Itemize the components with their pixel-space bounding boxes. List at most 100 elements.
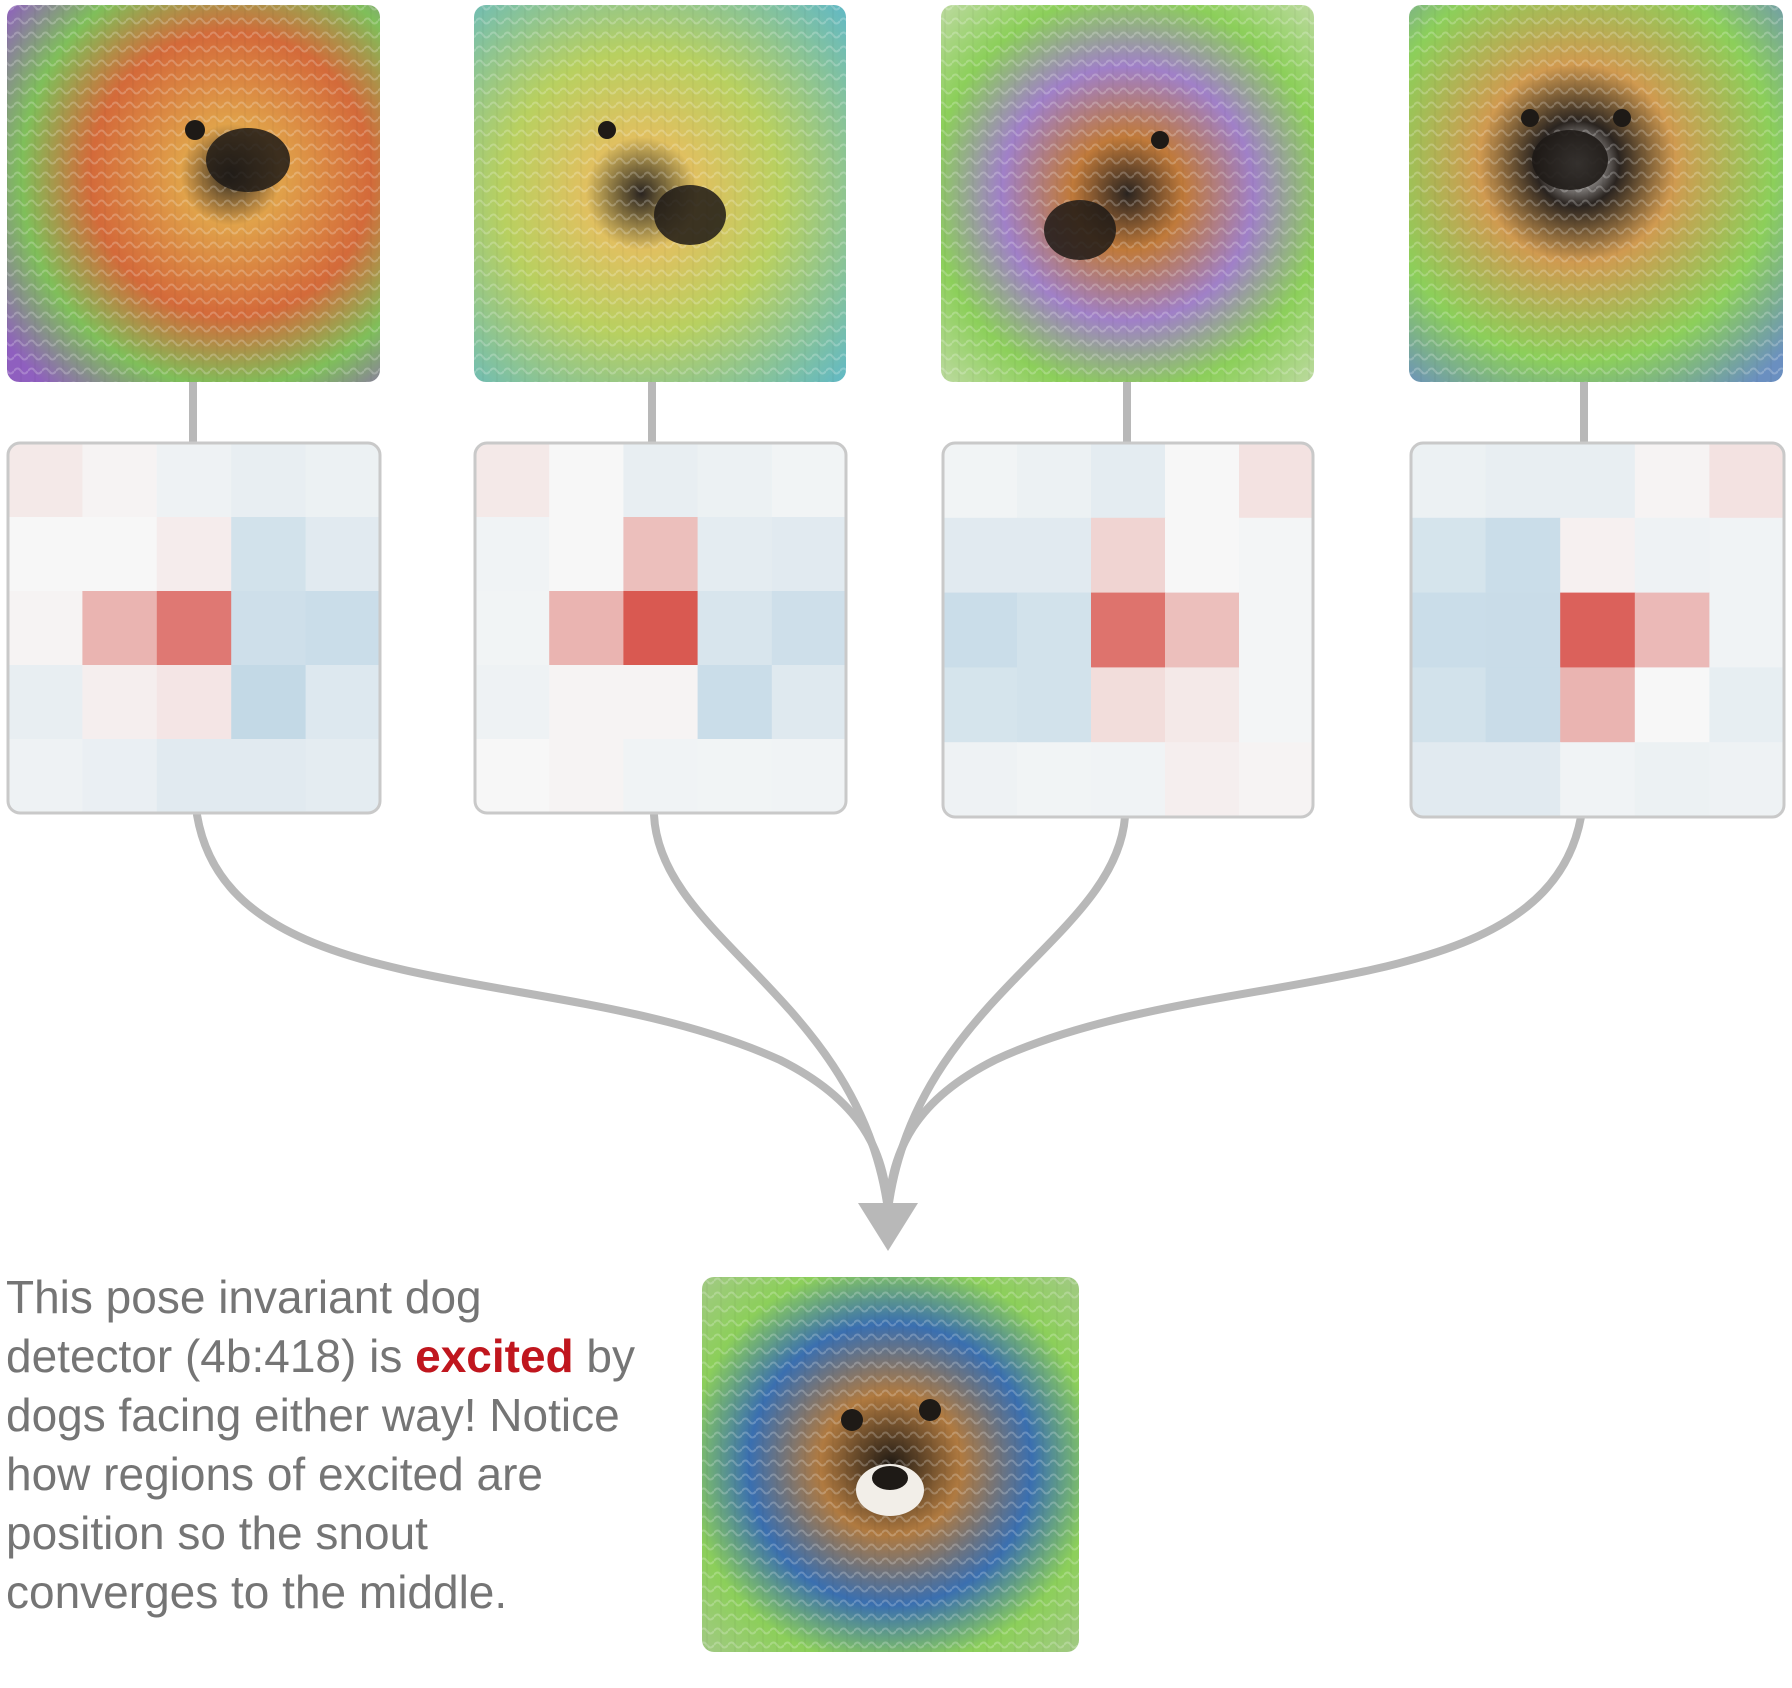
caption-emphasis: excited: [415, 1330, 574, 1382]
activation-heatmap-0: [6, 441, 382, 815]
dog-eye-icon: [598, 121, 616, 139]
heatmap-cell: [943, 443, 1018, 519]
heatmap-cell: [1091, 592, 1166, 668]
heatmap-cell: [771, 739, 846, 813]
heatmap-cell: [1634, 443, 1710, 519]
heatmap-cell: [156, 739, 232, 813]
heatmap-cell: [697, 665, 773, 740]
heatmap-cell: [1634, 592, 1710, 668]
heatmap-cell: [1411, 742, 1487, 817]
heatmap-cell: [475, 517, 550, 592]
heatmap-cell: [1709, 667, 1784, 743]
feature-visualization-0: [7, 5, 380, 382]
heatmap-cell: [156, 517, 232, 592]
heatmap-cell: [82, 739, 158, 813]
heatmap-cell: [1091, 517, 1166, 594]
heatmap-cell: [305, 591, 380, 666]
heatmap-cell: [475, 443, 550, 518]
activation-heatmap-1: [473, 441, 848, 815]
dog-eye-icon: [1151, 131, 1169, 149]
heatmap-cell: [549, 739, 624, 813]
heatmap-cell: [1485, 742, 1561, 817]
heatmap-cell: [1165, 667, 1240, 743]
dog-eye-icon: [1521, 109, 1539, 127]
heatmap-cell: [475, 591, 550, 666]
converging-curve: [650, 811, 892, 1214]
heatmap-cell: [1560, 667, 1636, 743]
heatmap-cell: [1560, 443, 1636, 519]
heatmap-cell: [82, 443, 158, 518]
heatmap-cell: [1165, 443, 1240, 519]
heatmap-cell: [1017, 592, 1092, 668]
heatmap-cell: [1239, 667, 1313, 743]
heatmap-cell: [771, 591, 846, 666]
heatmap-cell: [771, 517, 846, 592]
heatmap-cell: [82, 665, 158, 740]
dog-snout-icon: [206, 128, 290, 192]
heatmap-cell: [943, 742, 1018, 817]
heatmap-cell: [1485, 517, 1561, 594]
heatmap-cell: [549, 517, 624, 592]
heatmap-cell: [943, 517, 1018, 594]
heatmap-cell: [623, 665, 699, 740]
heatmap-cell: [697, 443, 773, 518]
heatmap-cell: [305, 665, 380, 740]
caption-text-start: This pose invariant dog detector (4b:418…: [6, 1271, 482, 1382]
heatmap-cell: [231, 517, 307, 592]
image-to-heatmap-connectors: [189, 382, 1588, 443]
feature-visualization-3: [1409, 5, 1783, 382]
heatmap-cell: [156, 665, 232, 740]
dog-snout-icon: [1044, 200, 1116, 260]
heatmap-cell: [1485, 667, 1561, 743]
heatmap-cell: [1239, 592, 1313, 668]
heatmap-cell: [156, 443, 232, 518]
dog-eye-icon: [919, 1399, 941, 1421]
heatmap-cell: [549, 591, 624, 666]
heatmap-cell: [943, 667, 1018, 743]
combined-feature-visualization: [702, 1277, 1079, 1652]
heatmap-cell: [1017, 667, 1092, 743]
heatmap-cell: [8, 665, 83, 740]
heatmap-cell: [623, 739, 699, 813]
heatmap-cell: [697, 591, 773, 666]
converging-arrows: [193, 811, 1585, 1214]
activation-heatmap-3: [1409, 441, 1786, 819]
heatmap-cell: [1165, 742, 1240, 817]
heatmap-cell: [8, 739, 83, 813]
activation-heatmap-2: [941, 441, 1315, 819]
converging-curve: [193, 811, 892, 1214]
heatmap-cell: [1239, 443, 1313, 519]
dog-nose-icon: [872, 1466, 908, 1490]
heatmap-cell: [549, 443, 624, 518]
heatmap-cell: [1634, 667, 1710, 743]
heatmap-cell: [1709, 742, 1784, 817]
heatmap-cell: [771, 443, 846, 518]
heatmap-cell: [1165, 592, 1240, 668]
feature-visualization-2: [941, 5, 1314, 382]
heatmap-cell: [82, 591, 158, 666]
heatmap-cell: [943, 592, 1018, 668]
heatmap-cell: [1634, 517, 1710, 594]
heatmap-cell: [1411, 443, 1487, 519]
arrowhead-icon: [858, 1203, 918, 1251]
heatmap-cell: [1709, 443, 1784, 519]
heatmap-cell: [1091, 667, 1166, 743]
converging-curve: [884, 813, 1585, 1214]
heatmap-cell: [1560, 592, 1636, 668]
heatmap-cell: [8, 517, 83, 592]
dog-snout-icon: [1532, 130, 1608, 190]
heatmap-cell: [1411, 517, 1487, 594]
heatmap-cell: [1239, 517, 1313, 594]
heatmap-cell: [1560, 517, 1636, 594]
heatmap-cell: [231, 739, 307, 813]
heatmap-cell: [549, 665, 624, 740]
heatmap-cell: [8, 591, 83, 666]
heatmap-cell: [475, 665, 550, 740]
heatmap-cell: [1091, 443, 1166, 519]
heatmap-cell: [1165, 517, 1240, 594]
heatmap-cell: [8, 443, 83, 518]
heatmap-cell: [156, 591, 232, 666]
heatmap-cell: [1411, 667, 1487, 743]
heatmap-cell: [1017, 443, 1092, 519]
